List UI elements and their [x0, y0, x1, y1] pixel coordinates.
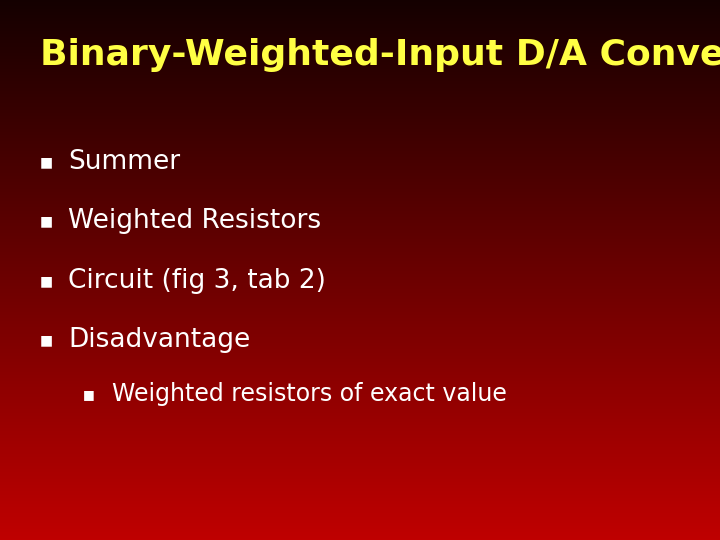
Text: Binary-Weighted-Input D/A Converter: Binary-Weighted-Input D/A Converter — [40, 38, 720, 72]
Text: ■: ■ — [40, 155, 53, 169]
Text: ■: ■ — [83, 388, 94, 401]
Text: ■: ■ — [40, 333, 53, 347]
Text: ■: ■ — [40, 214, 53, 228]
Text: Circuit (fig 3, tab 2): Circuit (fig 3, tab 2) — [68, 268, 326, 294]
Text: Weighted Resistors: Weighted Resistors — [68, 208, 322, 234]
Text: Disadvantage: Disadvantage — [68, 327, 251, 353]
Text: ■: ■ — [40, 274, 53, 288]
Text: Weighted resistors of exact value: Weighted resistors of exact value — [112, 382, 506, 406]
Text: Summer: Summer — [68, 149, 181, 175]
